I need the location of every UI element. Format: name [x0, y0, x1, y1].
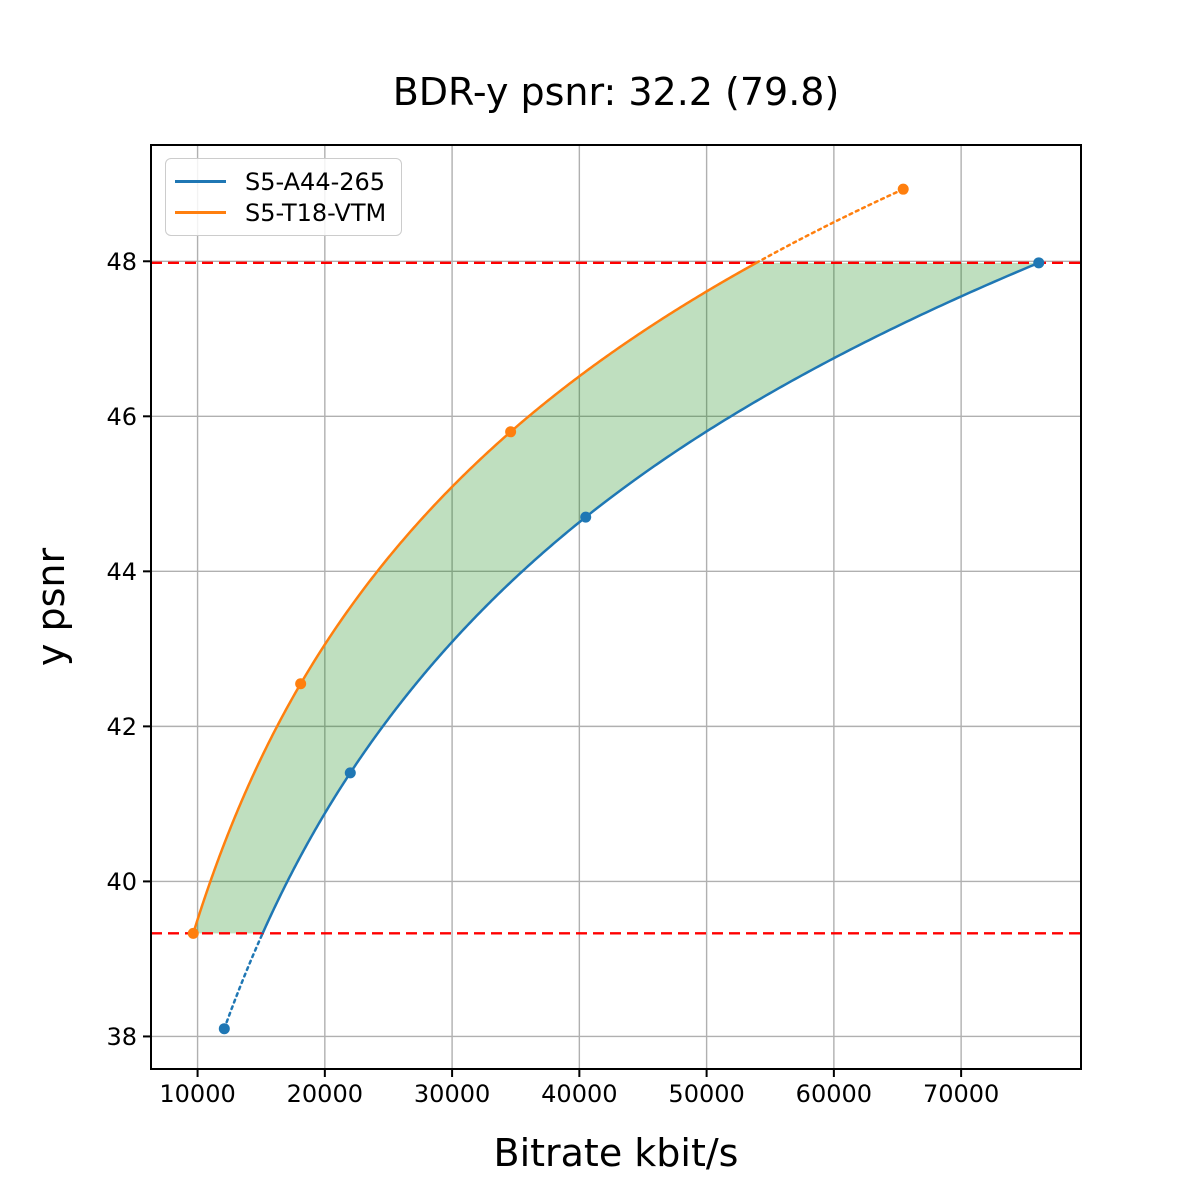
- series-1-markers: [187, 183, 909, 939]
- data-point-marker: [580, 511, 592, 523]
- data-point-marker: [344, 767, 356, 779]
- legend-label: S5-A44-265: [245, 167, 386, 196]
- bd-shaded-region: [193, 262, 1039, 934]
- legend-label: S5-T18-VTM: [245, 198, 387, 227]
- series-1-curve-solid: [192, 261, 758, 934]
- x-tick-label: 70000: [923, 1080, 999, 1108]
- legend: S5-A44-265 S5-T18-VTM: [165, 158, 402, 236]
- y-tick-label: 40: [106, 868, 137, 896]
- data-point-marker: [295, 678, 307, 690]
- y-tick-label: 48: [106, 248, 137, 276]
- data-point-marker: [187, 927, 199, 939]
- y-tick-label: 38: [106, 1023, 137, 1051]
- x-axis: 10000 20000 30000 40000 50000 60000 70000: [159, 1069, 999, 1108]
- series-1-curve-dotted: [755, 187, 905, 265]
- series-0-curve-dotted: [223, 932, 264, 1030]
- x-tick-label: 40000: [541, 1080, 617, 1108]
- x-axis-label: Bitrate kbit/s: [493, 1131, 739, 1175]
- legend-item-series-0: S5-A44-265: [175, 168, 391, 196]
- y-tick-label: 46: [106, 403, 137, 431]
- data-point-marker: [897, 183, 909, 195]
- y-tick-label: 42: [106, 713, 137, 741]
- legend-line-sample-icon: [175, 180, 226, 183]
- chart-title: BDR-y psnr: 32.2 (79.8): [392, 70, 840, 114]
- y-axis: 38 40 42 44 46 48: [106, 248, 151, 1051]
- plot-border: [150, 144, 1082, 1070]
- legend-item-series-1: S5-T18-VTM: [175, 199, 391, 227]
- data-point-marker: [218, 1023, 230, 1035]
- data-point-marker: [1033, 257, 1045, 269]
- legend-line-sample-icon: [175, 211, 226, 214]
- y-axis-label: y psnr: [29, 547, 73, 667]
- y-tick-label: 44: [106, 558, 137, 586]
- grid-lines: [151, 145, 1081, 1069]
- x-tick-label: 60000: [796, 1080, 872, 1108]
- x-tick-label: 10000: [159, 1080, 235, 1108]
- x-tick-label: 20000: [287, 1080, 363, 1108]
- series-0-curve-solid: [261, 261, 1040, 934]
- series-0-markers: [218, 257, 1045, 1035]
- x-tick-label: 30000: [414, 1080, 490, 1108]
- x-tick-label: 50000: [668, 1080, 744, 1108]
- data-point-marker: [505, 426, 517, 438]
